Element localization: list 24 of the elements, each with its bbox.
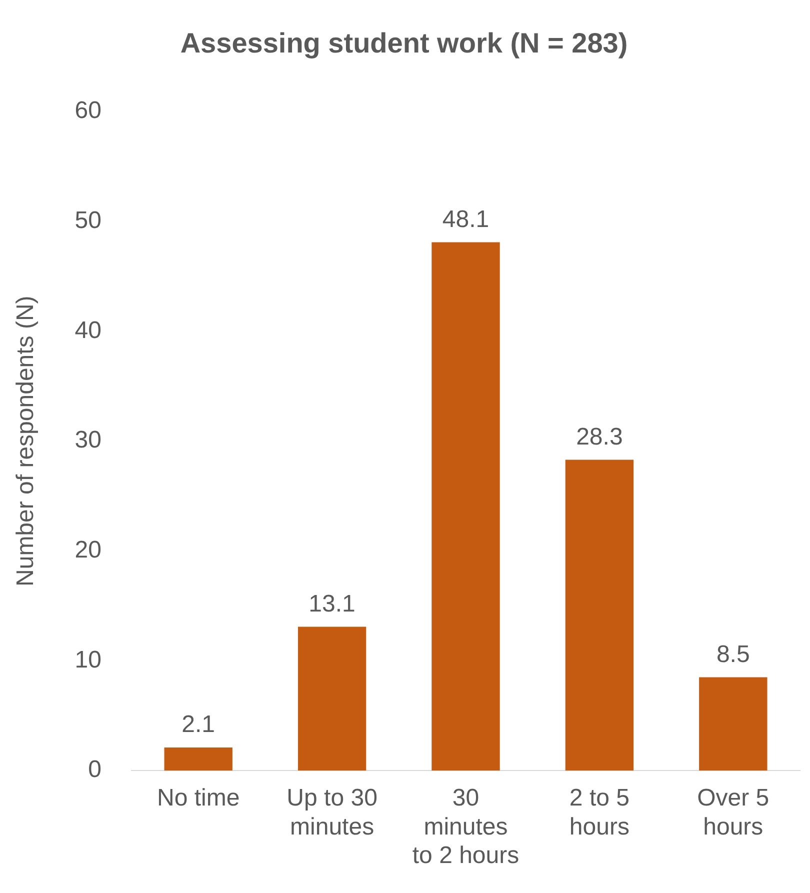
y-tick-label: 50 xyxy=(74,207,102,234)
data-label: 48.1 xyxy=(442,206,490,233)
x-tick-label: 30 minutes to 2 hours xyxy=(412,784,520,870)
x-tick-label: 2 to 5 hours xyxy=(569,784,630,840)
x-tick-label: Up to 30 minutes xyxy=(286,784,378,840)
data-label: 28.3 xyxy=(576,423,623,450)
y-axis-title: Number of respondents (N) xyxy=(12,296,40,586)
bar xyxy=(565,460,634,771)
y-tick-label: 0 xyxy=(88,756,102,784)
y-tick-label: 30 xyxy=(74,426,102,454)
data-label: 8.5 xyxy=(716,640,750,668)
bar xyxy=(164,748,232,771)
y-tick-label: 60 xyxy=(74,97,102,124)
x-tick-label: No time xyxy=(157,784,240,812)
bar xyxy=(298,626,366,771)
y-tick-label: 20 xyxy=(74,536,102,564)
chart-title: Assessing student work (N = 283) xyxy=(180,28,628,59)
data-label: 2.1 xyxy=(182,711,216,738)
bar xyxy=(432,242,500,771)
y-tick-label: 40 xyxy=(74,316,102,344)
x-tick-label: Over 5 hours xyxy=(697,784,770,840)
bar xyxy=(699,677,768,771)
y-tick-label: 10 xyxy=(74,646,102,674)
data-label: 13.1 xyxy=(308,590,356,618)
